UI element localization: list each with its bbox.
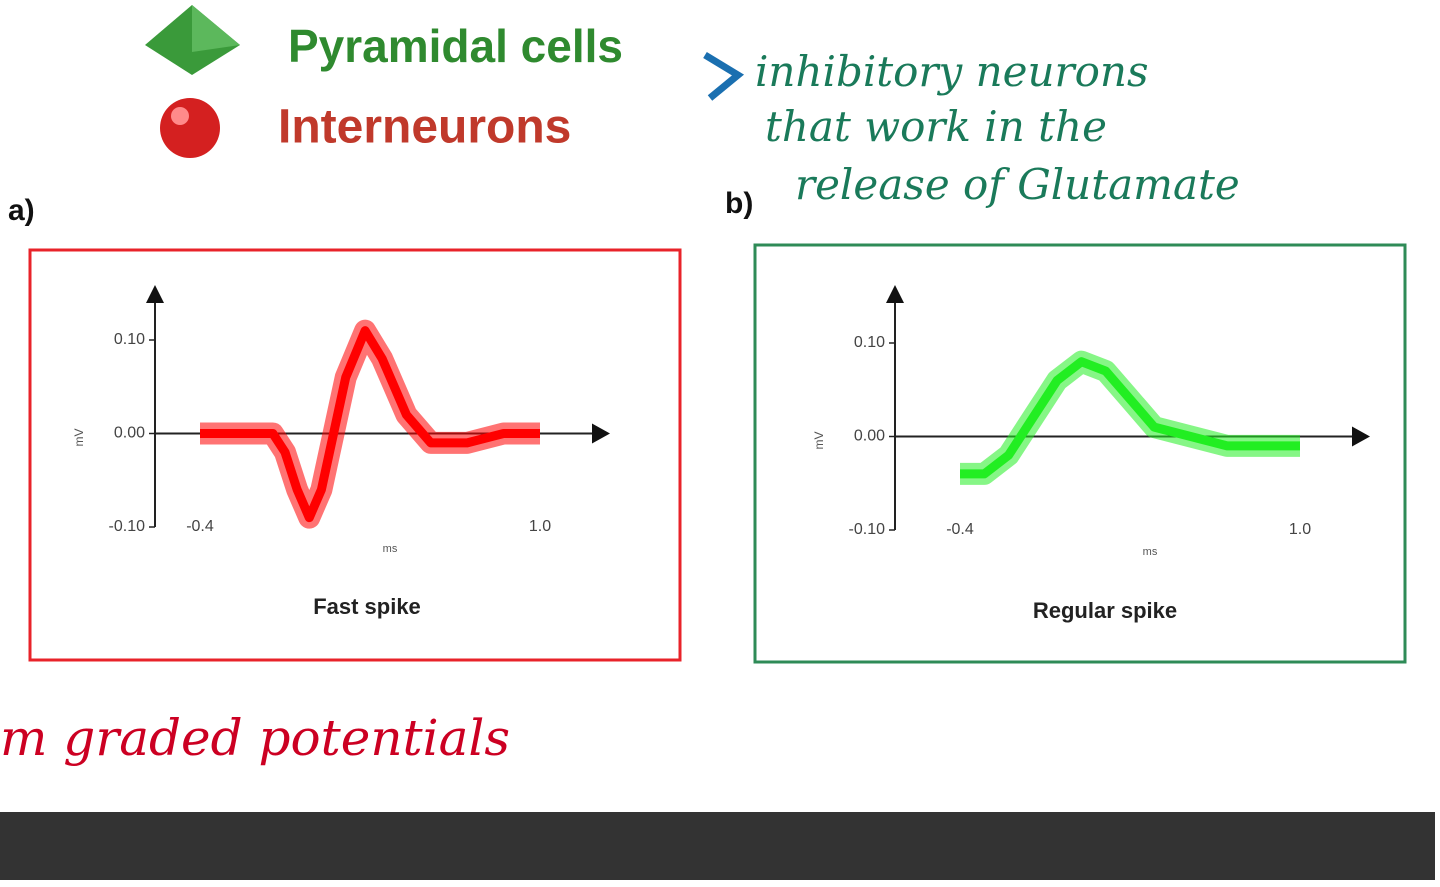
panel-frame xyxy=(28,248,682,662)
y-tick-label: 0.00 xyxy=(114,425,145,442)
x-axis-label: ms xyxy=(383,543,398,555)
y-axis-label: mV xyxy=(812,432,826,450)
x-tick-label: -0.4 xyxy=(186,518,214,535)
handwritten-note: inhibitory neurons xyxy=(755,47,1149,96)
y-tick-label: -0.10 xyxy=(849,521,886,538)
y-tick-label: -0.10 xyxy=(109,518,146,535)
pyramid-face xyxy=(192,5,240,52)
y-tick-label: 0.00 xyxy=(854,428,885,445)
y-axis-arrow xyxy=(886,285,904,303)
waveform-band xyxy=(200,319,540,529)
y-tick-label: 0.10 xyxy=(854,334,885,351)
y-axis-arrow xyxy=(146,285,164,303)
handwritten-note: m graded potentials xyxy=(0,709,510,767)
x-axis-arrow xyxy=(1352,426,1370,447)
x-tick-label: -0.4 xyxy=(946,521,974,538)
y-tick-label: 0.10 xyxy=(114,331,145,348)
waveform xyxy=(200,326,540,523)
arrow-mark xyxy=(703,52,745,101)
handwritten-note: release of Glutamate xyxy=(795,160,1240,209)
sphere-highlight xyxy=(171,107,189,125)
panel-frame xyxy=(753,243,1407,664)
x-axis-label: ms xyxy=(1143,546,1158,558)
waveform xyxy=(960,357,1300,479)
chart-title: Regular spike xyxy=(1033,598,1177,623)
sphere-icon xyxy=(160,98,220,158)
legend-label: Pyramidal cells xyxy=(288,20,623,72)
x-axis-arrow xyxy=(592,423,610,444)
panel-label: a) xyxy=(8,194,35,227)
bottom-bar xyxy=(0,812,1435,880)
x-tick-label: 1.0 xyxy=(529,518,551,535)
y-axis-label: mV xyxy=(72,429,86,447)
legend-label: Interneurons xyxy=(278,101,571,154)
handwritten-note: that work in the xyxy=(765,102,1107,151)
chart-title: Fast spike xyxy=(313,594,421,619)
panel-label: b) xyxy=(725,187,753,220)
x-tick-label: 1.0 xyxy=(1289,521,1311,538)
